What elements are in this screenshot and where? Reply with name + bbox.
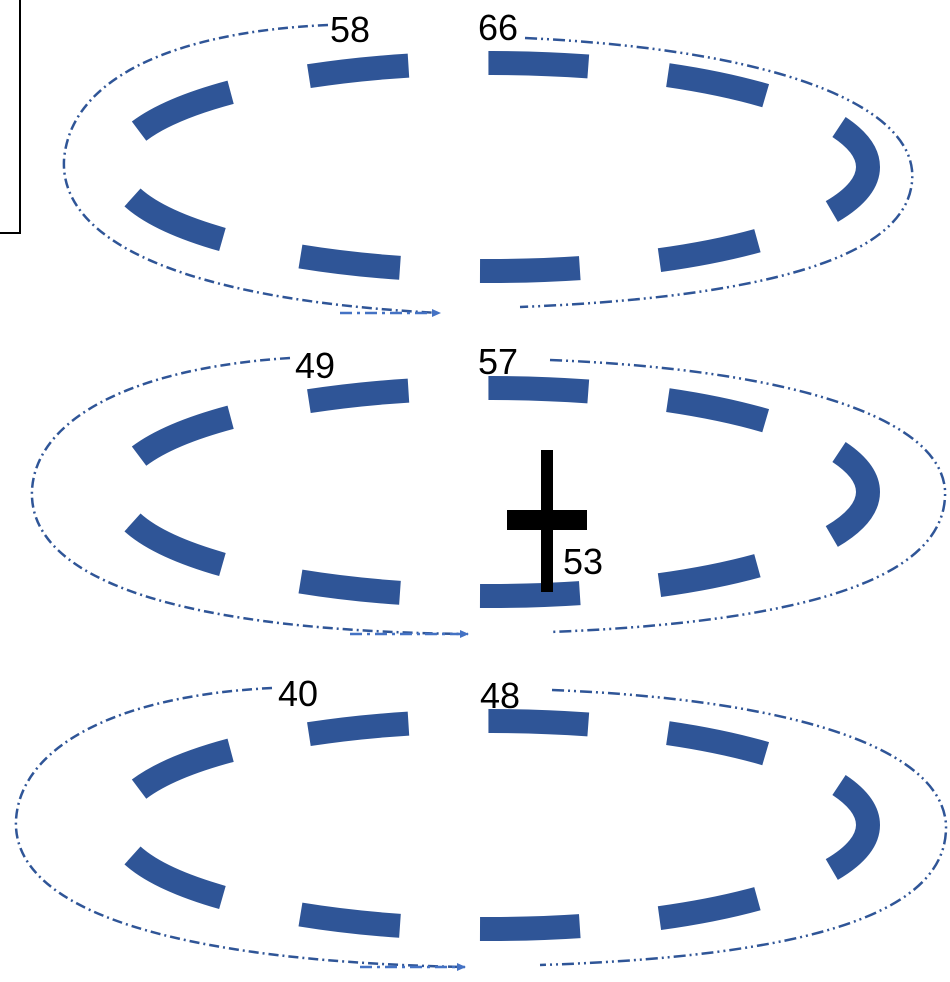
path-outline-2 [30,356,466,636]
path-outline-3 [14,686,463,969]
ring-2-start-label: 49 [295,345,335,386]
ring-2-end-label: 57 [478,341,518,382]
ring-1: 58 66 [62,7,914,317]
dashed-ring-1 [104,51,880,283]
ring-2: 49 57 [30,341,947,638]
path-return-1 [519,36,914,309]
ring-3-end-label: 48 [480,675,520,716]
cross-label: 53 [563,541,603,582]
cross-horizontal-bar [507,510,587,530]
dashed-ring-3 [104,709,880,941]
ring-1-end-label: 66 [478,7,518,48]
cross-marker: 53 [507,450,603,592]
ring-3-start-label: 40 [278,673,318,714]
path-return-3 [539,688,948,967]
path-return-2 [549,358,947,634]
path-outline-1 [62,23,441,315]
ring-3: 40 48 [14,673,948,971]
ring-1-start-label: 58 [330,9,370,50]
frame-edge [0,0,21,234]
dashed-ring-2 [104,376,880,608]
